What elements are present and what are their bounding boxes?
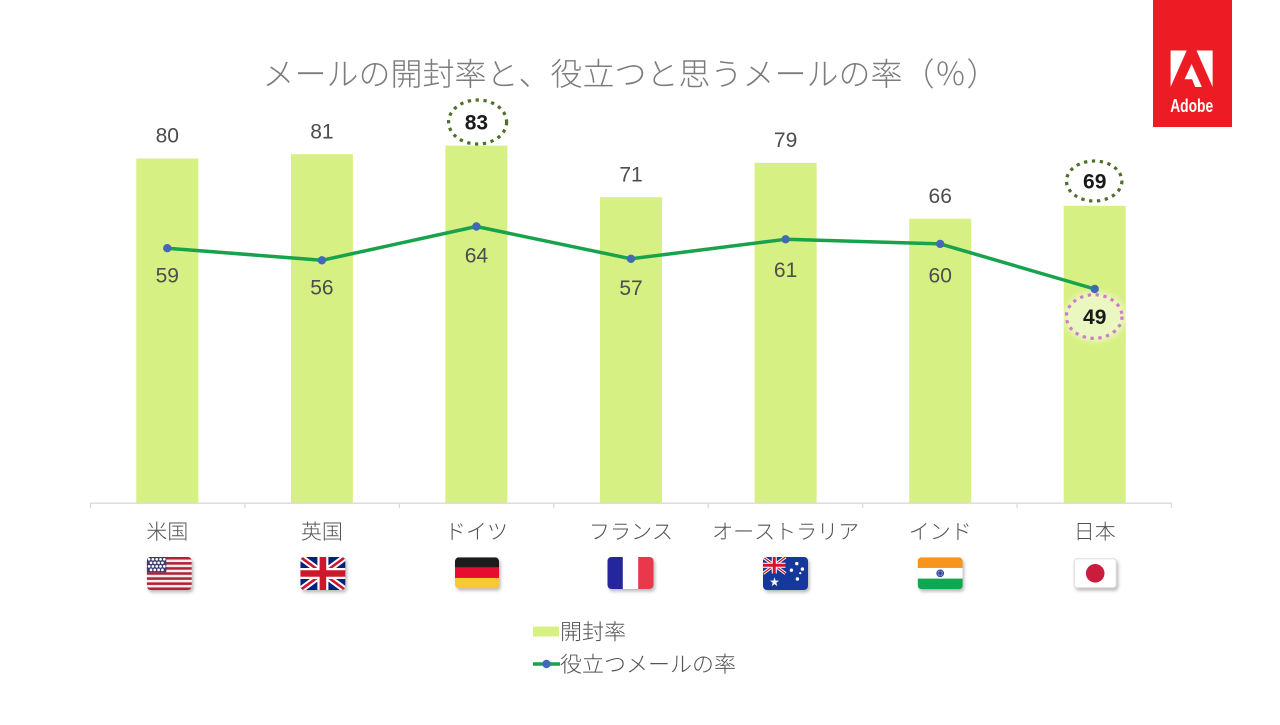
svg-text:66: 66 bbox=[929, 185, 952, 208]
svg-text:71: 71 bbox=[619, 163, 642, 186]
svg-text:60: 60 bbox=[929, 264, 952, 287]
svg-text:79: 79 bbox=[774, 129, 797, 152]
svg-text:56: 56 bbox=[310, 277, 333, 300]
svg-text:49: 49 bbox=[1083, 306, 1106, 329]
svg-text:80: 80 bbox=[156, 125, 179, 148]
svg-text:57: 57 bbox=[619, 277, 642, 300]
svg-text:64: 64 bbox=[465, 245, 489, 268]
svg-text:83: 83 bbox=[465, 112, 488, 135]
svg-text:59: 59 bbox=[156, 264, 179, 287]
svg-text:81: 81 bbox=[310, 120, 333, 143]
svg-text:Adobe: Adobe bbox=[1170, 95, 1213, 116]
svg-text:61: 61 bbox=[774, 259, 797, 282]
svg-text:69: 69 bbox=[1083, 171, 1106, 194]
